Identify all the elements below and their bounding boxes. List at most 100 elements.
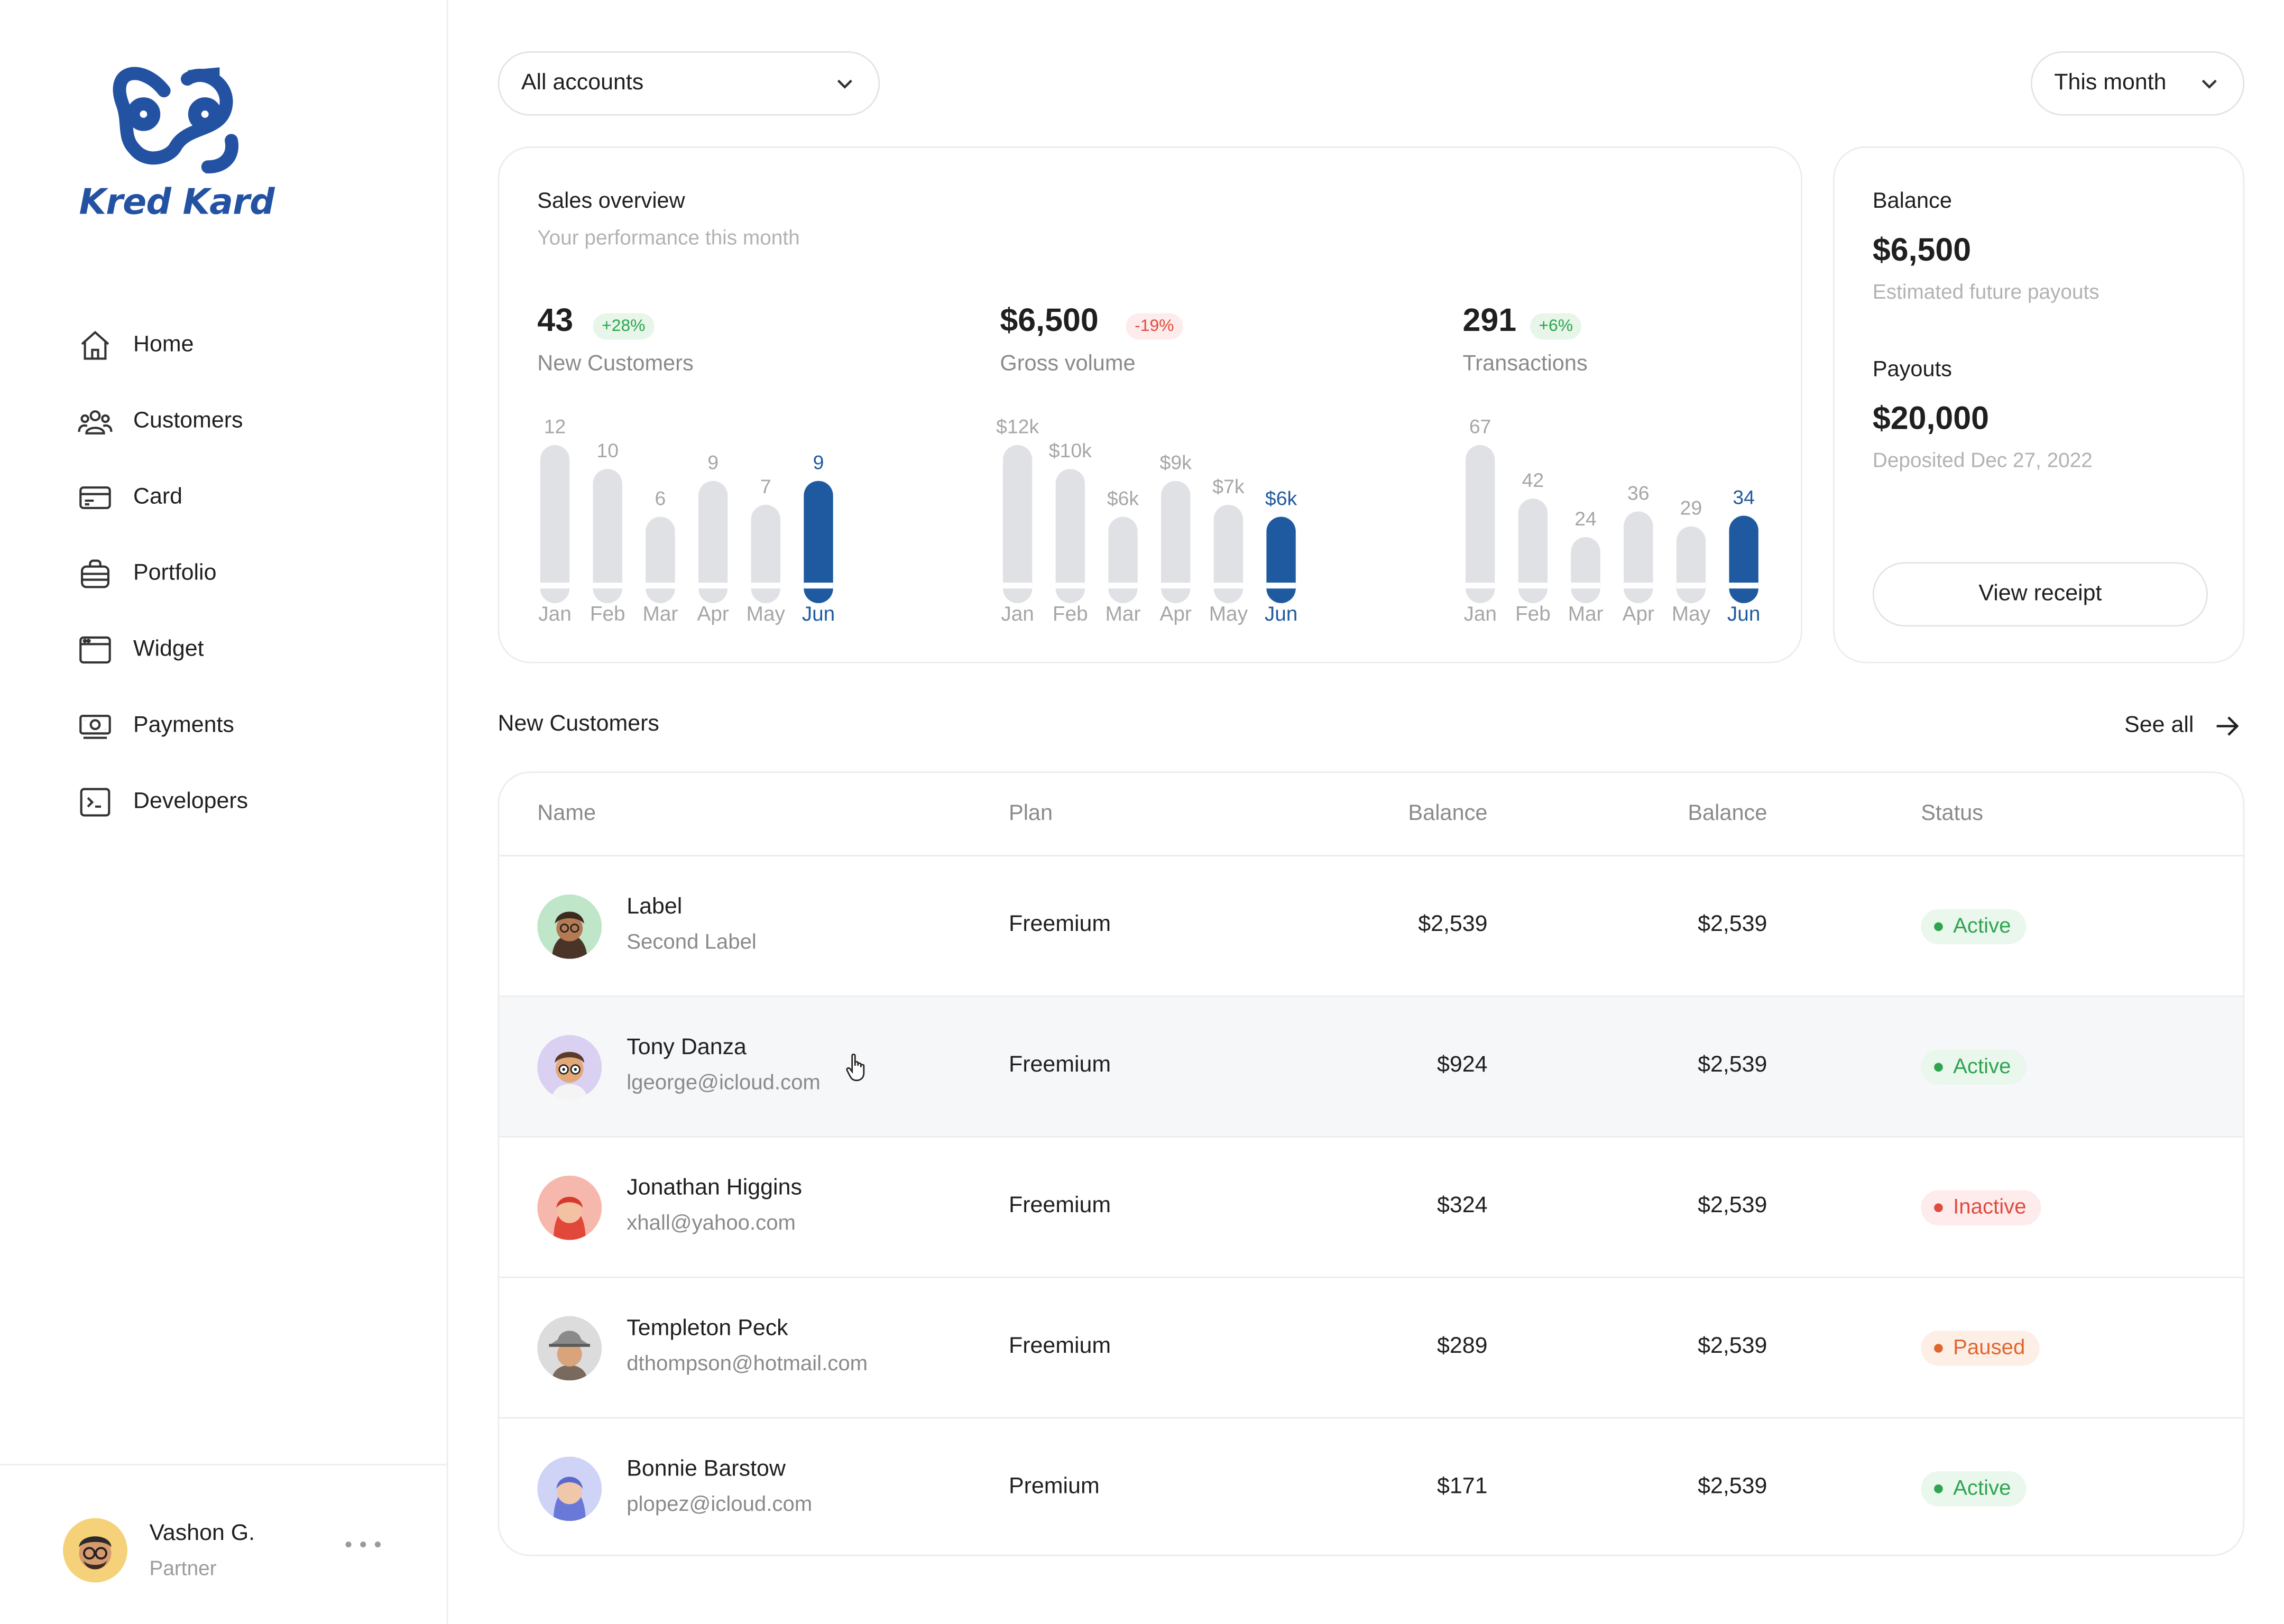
chart-bar-apr[interactable] <box>1161 481 1191 603</box>
chart-value-label: 42 <box>1522 469 1544 491</box>
table-row[interactable]: Label Second Label Freemium $2,539 $2,53… <box>499 856 2243 997</box>
chevron-down-icon <box>837 79 852 89</box>
chart-category-label: Apr <box>1160 603 1192 625</box>
customer-balance: $2,539 <box>1698 1474 1767 1499</box>
chart-bar-base <box>698 583 728 589</box>
column-header-balance[interactable]: Balance <box>1408 800 1488 826</box>
brand-logo[interactable]: Kred Kard <box>79 59 279 223</box>
customers-table: Name Plan Balance Balance Status Label S… <box>498 771 2245 1556</box>
chart-bar-feb[interactable] <box>593 469 622 603</box>
period-select[interactable]: This month <box>2030 51 2245 116</box>
chart-category-label: Mar <box>1106 603 1141 625</box>
chart-bar-may[interactable] <box>1213 504 1244 603</box>
chart-category-label: Jan <box>1463 603 1496 625</box>
user-role: Partner <box>149 1556 217 1580</box>
customer-email: plopez@icloud.com <box>627 1493 813 1517</box>
sidebar-item-label: Customers <box>133 408 243 433</box>
avatar <box>537 1175 602 1240</box>
customer-email: xhall@yahoo.com <box>627 1212 796 1236</box>
chart-bar-base <box>1465 583 1495 589</box>
customer-balance: $2,539 <box>1418 912 1488 937</box>
balance-label: Balance <box>1872 189 1952 214</box>
chart-bar-apr[interactable] <box>698 481 728 603</box>
avatar <box>537 1316 602 1381</box>
users-icon <box>76 403 114 441</box>
sidebar-item-label: Card <box>133 484 183 510</box>
avatar <box>537 894 602 959</box>
sidebar-item-portfolio[interactable]: Portfolio <box>76 536 248 612</box>
chart-value-label: 9 <box>813 451 824 474</box>
customer-balance: $924 <box>1437 1053 1488 1078</box>
chart-bar-mar[interactable] <box>1108 516 1138 603</box>
chart-bar-mar[interactable] <box>646 516 675 603</box>
avatar <box>537 1035 602 1100</box>
hand-pointer-icon <box>846 1054 865 1082</box>
sidebar-item-customers[interactable]: Customers <box>76 384 248 460</box>
customer-balance: $2,539 <box>1698 1193 1767 1218</box>
customer-balance: $289 <box>1437 1333 1488 1359</box>
metric-label: New Customers <box>537 351 694 376</box>
chart-bar-base <box>540 583 570 589</box>
chart-bar-may[interactable] <box>751 504 780 603</box>
column-header-plan[interactable]: Plan <box>1008 800 1053 826</box>
chart-bar-jan[interactable] <box>1002 445 1033 603</box>
status-badge: Paused <box>1921 1331 2040 1366</box>
customer-balance: $2,539 <box>1698 1333 1767 1359</box>
chart-value-label: 9 <box>707 451 719 474</box>
chart-bar-apr[interactable] <box>1624 511 1653 603</box>
customer-name: Templeton Peck <box>627 1316 788 1341</box>
status-badge: Inactive <box>1921 1190 2041 1225</box>
sidebar-item-payments[interactable]: Payments <box>76 688 248 764</box>
column-header-balance[interactable]: Balance <box>1688 800 1767 826</box>
avatar <box>537 1456 602 1521</box>
chart-bar-base <box>1624 583 1653 589</box>
table-row[interactable]: Bonnie Barstow plopez@icloud.com Premium… <box>499 1418 2243 1559</box>
chart-bar-feb[interactable] <box>1055 469 1085 603</box>
chart-value-label: 10 <box>596 439 619 462</box>
more-options-button[interactable] <box>345 1530 381 1559</box>
column-header-status[interactable]: Status <box>1921 800 1984 826</box>
chart-value-label: $6k <box>1107 487 1139 509</box>
chart-bar-jun[interactable] <box>804 481 833 603</box>
metric-label: Gross volume <box>1000 351 1136 376</box>
sidebar-item-card[interactable]: Card <box>76 460 248 536</box>
chart-bar-jun[interactable] <box>1729 515 1758 603</box>
metric-transactions: 291 +6% Transactions 67 Jan 42 Feb 24 Mar 36 Ap… <box>1462 301 1843 653</box>
section-title: New Customers <box>498 711 659 736</box>
customer-plan: Freemium <box>1008 1053 1111 1078</box>
see-all-link[interactable]: See all <box>2124 708 2241 743</box>
chart-bar-jan[interactable] <box>1465 445 1495 603</box>
chart-value-label: 36 <box>1627 482 1650 504</box>
sidebar-item-developers[interactable]: Developers <box>76 764 248 841</box>
sidebar-nav: Home Customers Card Portfolio <box>76 308 248 841</box>
chart-bar-jun[interactable] <box>1266 516 1296 603</box>
chart-bar-jan[interactable] <box>540 445 570 603</box>
chart-bar-base <box>1571 583 1600 589</box>
customer-name: Label <box>627 894 683 920</box>
table-row[interactable]: Jonathan Higgins xhall@yahoo.com Freemiu… <box>499 1138 2243 1278</box>
table-header: Name Plan Balance Balance Status <box>499 773 2243 856</box>
avatar[interactable] <box>63 1518 127 1583</box>
table-row[interactable]: Templeton Peck dthompson@hotmail.com Fre… <box>499 1278 2243 1419</box>
view-receipt-button[interactable]: View receipt <box>1872 562 2208 627</box>
chart-bar-mar[interactable] <box>1571 537 1600 603</box>
sidebar-item-widget[interactable]: Widget <box>76 612 248 688</box>
chart-bar-feb[interactable] <box>1518 499 1548 603</box>
chart-category-label: Jun <box>802 603 835 625</box>
chart-value-label: 24 <box>1574 508 1597 530</box>
metric-label: Transactions <box>1462 351 1588 376</box>
sidebar-item-label: Developers <box>133 789 248 814</box>
customer-plan: Freemium <box>1008 1193 1111 1218</box>
account-select[interactable]: All accounts <box>498 51 880 116</box>
column-header-name[interactable]: Name <box>537 800 596 826</box>
table-row[interactable]: Tony Danza lgeorge@icloud.com Freemium $… <box>499 996 2243 1138</box>
metric-value: 291 <box>1462 301 1517 338</box>
chart-bar-may[interactable] <box>1676 526 1706 603</box>
chart-bar-base <box>1518 583 1548 589</box>
see-all-label: See all <box>2124 713 2194 738</box>
chart-value-label: $9k <box>1160 451 1192 474</box>
sidebar-item-home[interactable]: Home <box>76 308 248 384</box>
chart-bar-base <box>804 583 833 589</box>
chart-bar-base <box>646 583 675 589</box>
customer-email: dthompson@hotmail.com <box>627 1352 868 1377</box>
